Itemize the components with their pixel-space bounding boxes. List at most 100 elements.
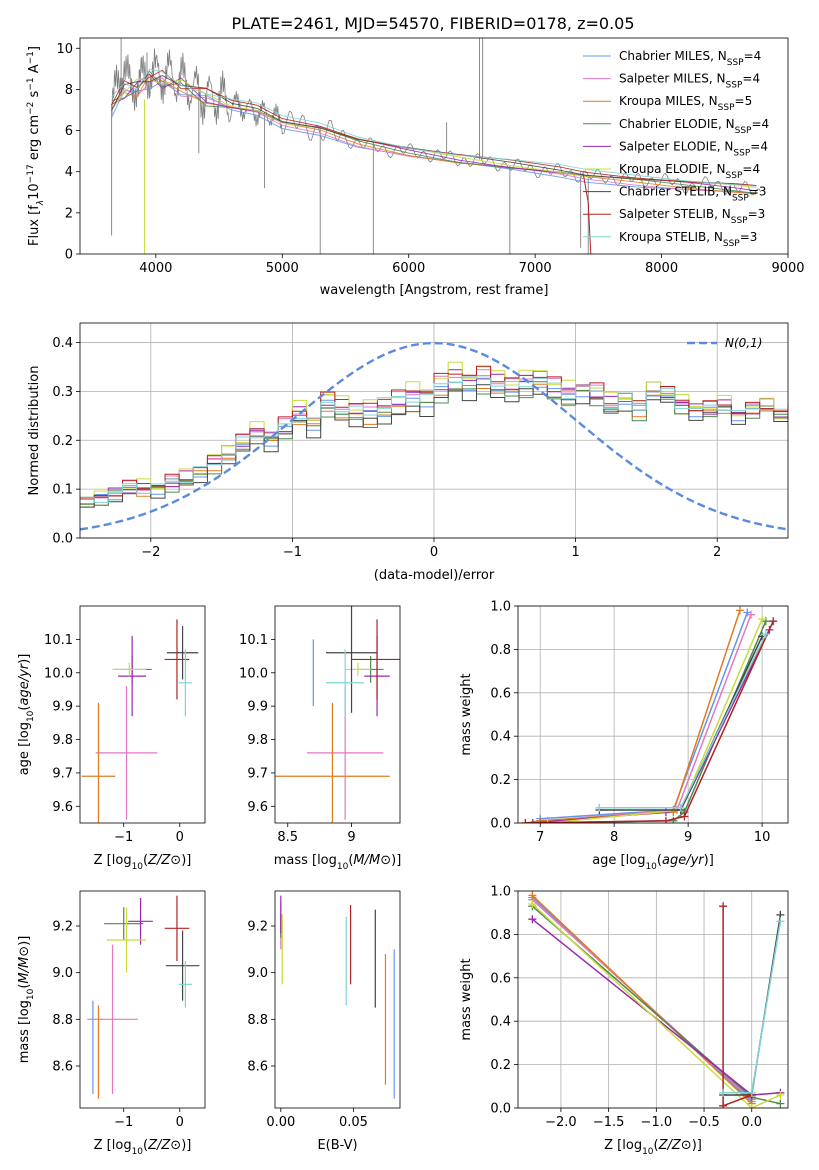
weight_vs_age-series — [599, 636, 763, 811]
weight_vs_age-marker — [758, 615, 767, 624]
residuals-plot-area — [80, 341, 788, 531]
legend-label: Chabrier ELODIE, NSSP=4 — [619, 117, 769, 136]
weight_vs_Z-xtick-label: −0.5 — [688, 1115, 720, 1130]
mass_vs_Z-plot-area — [87, 895, 200, 1099]
weight_vs_Z-ytick-label: 0.8 — [490, 928, 511, 943]
age_vs_Z-ytick-label: 9.6 — [52, 800, 73, 815]
legend-label: Salpeter MILES, NSSP=4 — [619, 72, 760, 91]
legend-label: Kroupa MILES, NSSP=5 — [619, 94, 752, 113]
weight_vs_Z-marker — [776, 1099, 785, 1108]
spectrum-ylabel: Flux [fλ10−17 erg cm−2 s−1 A−1] — [26, 46, 46, 246]
age_vs_Z-ytick-label: 9.7 — [52, 766, 73, 781]
spectrum-model-line — [111, 69, 757, 186]
weight_vs_age-frame — [517, 605, 789, 824]
mass_vs_Z-panel: −1 0 8.6 8.8 9.0 9.2 Z [log10(Z/Z⊙)] mass [log1… — [17, 890, 206, 1157]
age_vs_Z-frame — [79, 605, 206, 824]
residual-histogram — [80, 376, 788, 503]
mass_vs_EBV-ytick-label: 9.2 — [247, 920, 268, 935]
gaussian-curve — [80, 341, 788, 531]
spectrum-xtick-label: 7000 — [519, 261, 552, 276]
age_vs_Z-point — [112, 662, 147, 677]
mass_vs_Z-point — [165, 930, 200, 1001]
mass_vs_Z-xlabel: Z [log10(Z/Z⊙)] — [94, 1138, 192, 1157]
spectrum-ytick-label: 4 — [65, 165, 73, 180]
age_vs_mass-xtick-label: 8.5 — [277, 830, 298, 845]
weight_vs_age-ytick-label: 0.4 — [490, 730, 511, 745]
weight_vs_Z-marker — [776, 1090, 785, 1099]
spectrum-ytick-label: 0 — [65, 248, 73, 263]
age_vs_mass-point — [351, 619, 400, 700]
weight_vs_age-marker — [536, 819, 545, 823]
age_vs_Z-panel: −1 0 9.6 9.7 9.8 9.9 10.0 10.1 Z [log10(Z/Z⊙)] ag… — [17, 605, 206, 872]
mass_vs_Z-ytick-label: 9.2 — [52, 920, 73, 935]
spectrum-xtick-label: 8000 — [645, 261, 678, 276]
mass_vs_Z-ytick-label: 8.8 — [52, 1013, 73, 1028]
weight_vs_Z-frame — [517, 890, 789, 1109]
weight_vs_Z-marker — [719, 1088, 728, 1097]
mass_vs_EBV-ytick-label: 8.6 — [247, 1060, 268, 1075]
weight_vs_age-xtick-label: 8 — [610, 830, 618, 845]
age_vs_mass-xlabel: mass [log10(M/M⊙)] — [274, 853, 402, 872]
age_vs_Z-xlabel: Z [log10(Z/Z⊙)] — [94, 853, 192, 872]
legend-label: Kroupa STELIB, NSSP=3 — [619, 230, 757, 249]
legend-label: Kroupa ELODIE, NSSP=4 — [619, 162, 760, 181]
weight_vs_Z-marker — [747, 1088, 756, 1097]
residual-histogram — [80, 369, 788, 508]
weight_vs_age-marker — [735, 606, 744, 615]
residuals-ytick-label: 0.2 — [52, 434, 73, 449]
age_vs_mass-ytick-label: 10.1 — [239, 633, 268, 648]
residual-histogram — [80, 375, 788, 505]
age_vs_Z-ytick-label: 10.0 — [44, 666, 73, 681]
mass_vs_EBV-xtick-label: 0.05 — [339, 1115, 368, 1130]
residual-histogram — [80, 381, 788, 506]
mass_vs_Z-ylabel: mass [log10(M/M⊙)] — [17, 936, 36, 1064]
spectrum-xtick-label: 6000 — [392, 261, 425, 276]
mass_vs_Z-point — [164, 895, 190, 961]
age_vs_Z-ytick-label: 9.8 — [52, 733, 73, 748]
weight_vs_Z-ytick-label: 0.4 — [490, 1015, 511, 1030]
legend-label: Chabrier MILES, NSSP=4 — [619, 49, 761, 68]
mass_vs_EBV-xtick-label: 0.00 — [266, 1115, 295, 1130]
age_vs_mass-ytick-label: 9.8 — [247, 733, 268, 748]
mass_vs_Z-point — [87, 944, 138, 1094]
legend-label: N(0,1) — [725, 336, 762, 350]
spectrum-xtick-label: 4000 — [139, 261, 172, 276]
weight_vs_Z-marker — [776, 917, 785, 926]
age_vs_Z-ytick-label: 9.9 — [52, 700, 73, 715]
weight_vs_Z-series — [531, 894, 753, 1105]
weight_vs_Z-marker — [528, 915, 537, 924]
mass_vs_Z-frame — [79, 890, 206, 1109]
spectrum-panel: 4000 5000 6000 7000 8000 9000 0 2 4 6 8 10 Chabrier … — [26, 37, 805, 298]
residual-legend: N(0,1) — [687, 336, 762, 350]
age_vs_mass-ytick-label: 9.9 — [247, 700, 268, 715]
figure-title: PLATE=2461, MJD=54570, FIBERID=0178, z=0… — [231, 14, 634, 33]
weight_vs_Z-ytick-label: 1.0 — [490, 885, 511, 900]
spectrum-ytick-label: 2 — [65, 206, 73, 221]
legend-label: Salpeter STELIB, NSSP=3 — [619, 207, 765, 226]
age_vs_Z-ytick-label: 10.1 — [44, 633, 73, 648]
weight_vs_Z-marker — [719, 902, 728, 911]
weight_vs_age-marker — [680, 812, 689, 821]
mass_vs_EBV-plot-area — [280, 895, 395, 1099]
weight_vs_age-marker — [661, 816, 670, 823]
weight_vs_Z-xlabel: Z [log10(Z/Z⊙)] — [604, 1138, 702, 1157]
weight_vs_age-series — [525, 620, 774, 823]
weight_vs_Z-ylabel: mass weight — [459, 958, 474, 1040]
spectrum-model-line — [111, 74, 757, 187]
weight_vs_age-xtick-label: 10 — [754, 830, 771, 845]
mass_vs_Z-xtick-label: −1 — [114, 1115, 133, 1130]
mass_vs_Z-ytick-label: 8.6 — [52, 1060, 73, 1075]
weight_vs_Z-ytick-label: 0.6 — [490, 971, 511, 986]
age_vs_Z-point — [95, 686, 158, 820]
weight_vs_age-xtick-label: 7 — [536, 830, 544, 845]
mass_vs_Z-point — [106, 907, 147, 973]
residuals-ytick-label: 0.0 — [52, 532, 73, 547]
weight_vs_age-ylabel: mass weight — [459, 673, 474, 755]
weight_vs_age-marker — [676, 803, 685, 812]
weight_vs_Z-marker — [719, 1101, 728, 1108]
weight_vs_age-ytick-label: 0.0 — [490, 817, 511, 832]
spectrum-ytick-label: 10 — [56, 42, 73, 57]
residuals-xtick-label: −2 — [141, 545, 160, 560]
weight_vs_age-marker — [747, 610, 756, 619]
